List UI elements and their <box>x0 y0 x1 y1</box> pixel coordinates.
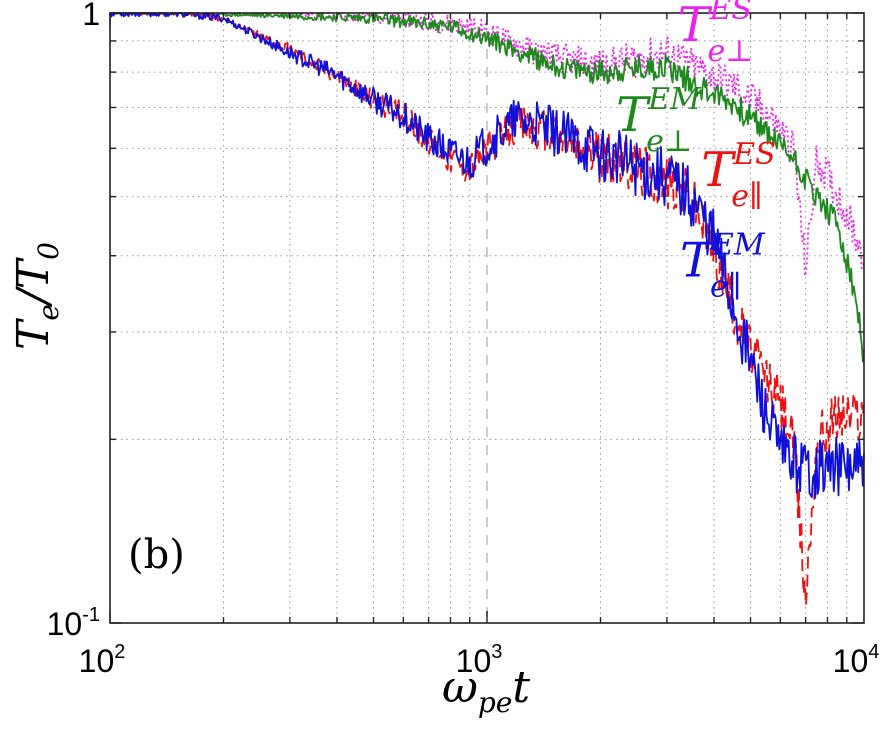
y-label-slash: / <box>8 285 59 308</box>
series-label-sup: EM <box>647 82 702 117</box>
series-label-base: T <box>677 0 712 53</box>
y-label-sub-0: 0 <box>32 242 65 260</box>
series-label-sub: e⊥ <box>707 34 753 69</box>
x-tick-base: 10 <box>79 643 115 679</box>
series-label-sup: ES <box>708 0 751 27</box>
series-layer <box>109 12 865 607</box>
series-label-base: T <box>701 142 736 198</box>
series-label-2: TES e∥ <box>701 137 775 214</box>
series-label-3: TEM e∥ <box>680 227 766 304</box>
y-label-T: T <box>8 317 59 350</box>
x-tick-base: 10 <box>833 643 869 679</box>
y-tick-base: 1 <box>82 0 100 32</box>
x-tick-label: 102 <box>79 641 126 679</box>
series-label-1: TEM e⊥ <box>616 82 702 159</box>
x-tick-label: 104 <box>833 641 880 679</box>
series-label-sub: e∥ <box>731 179 763 214</box>
x-tick-exp: 4 <box>868 641 879 663</box>
x-tick-exp: 2 <box>114 641 125 663</box>
y-label-T0: T <box>8 256 59 289</box>
y-tick-base: 10 <box>47 606 83 642</box>
x-label-sub: pe <box>478 686 513 719</box>
y-tick-label: 10-1 <box>47 604 100 642</box>
panel-label: (b) <box>128 532 185 578</box>
series-line-1 <box>109 12 865 363</box>
y-axis-label: Te/T0 <box>8 242 65 350</box>
series-label-0: TES e⊥ <box>677 0 753 69</box>
x-label-omega: ω <box>442 662 478 713</box>
y-tick-label: 1 <box>82 0 100 32</box>
x-axis-label: ωpet <box>442 662 530 719</box>
series-label-sup: ES <box>732 137 775 172</box>
y-label-sub-e: e <box>32 304 65 321</box>
series-label-sub: e⊥ <box>646 124 692 159</box>
x-label-t: t <box>512 662 530 713</box>
x-tick-exp: 3 <box>491 641 502 663</box>
series-label-base: T <box>680 232 715 288</box>
x-tick-label: 103 <box>456 641 503 679</box>
series-label-sup: EM <box>711 227 766 262</box>
series-label-base: T <box>616 87 651 143</box>
series-labels: TES e⊥TEM e⊥TES e∥TEM e∥ <box>616 0 776 304</box>
tick-marks <box>109 12 864 624</box>
series-label-sub: e∥ <box>710 269 742 304</box>
x-tick-base: 10 <box>456 643 492 679</box>
series-line-3 <box>109 12 865 499</box>
y-tick-exp: -1 <box>82 604 100 626</box>
